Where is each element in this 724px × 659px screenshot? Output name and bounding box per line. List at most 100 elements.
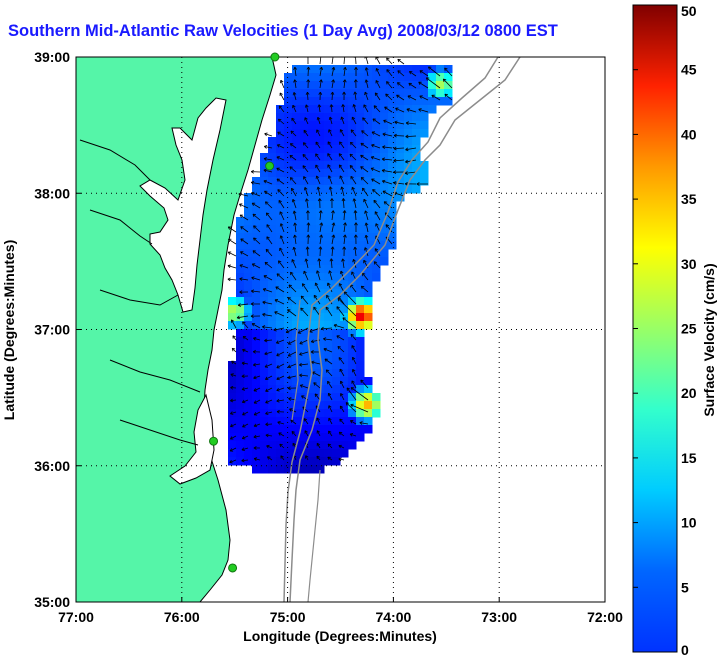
vector-head (318, 210, 323, 214)
velocity-vector (351, 271, 357, 281)
velocity-cell (236, 417, 245, 426)
vector-head (276, 387, 280, 392)
vector-head (323, 337, 327, 341)
vector-head (241, 374, 245, 379)
vector-head (241, 435, 246, 440)
velocity-cell (340, 369, 349, 378)
velocity-cell (332, 313, 341, 322)
velocity-cell (260, 161, 269, 170)
velocity-vector (263, 180, 273, 185)
vector-head (349, 153, 354, 158)
velocity-cell (236, 337, 245, 346)
velocity-cell (292, 425, 301, 434)
vector-head (375, 68, 380, 72)
vector-head (252, 349, 256, 354)
velocity-cell (324, 217, 333, 226)
velocity-vector (373, 261, 381, 269)
velocity-cell (372, 105, 381, 114)
velocity-vector (231, 360, 237, 365)
velocity-vector (306, 92, 309, 101)
velocity-cell (292, 105, 301, 114)
velocity-cell (284, 129, 293, 138)
velocity-vector (327, 381, 333, 389)
vector-head (239, 264, 243, 268)
vector-head (372, 118, 376, 122)
velocity-vector (252, 213, 261, 221)
velocity-cell (364, 273, 373, 282)
velocity-vector (314, 393, 321, 401)
velocity-vector (305, 258, 309, 269)
bathymetry-contour-2 (283, 57, 499, 602)
velocity-cell (332, 377, 341, 386)
velocity-vector (363, 199, 369, 209)
velocity-cell (268, 457, 277, 466)
velocity-vector (316, 430, 321, 437)
velocity-cell (316, 345, 325, 354)
velocity-cell (404, 153, 413, 162)
velocity-vector (337, 298, 357, 317)
velocity-cell (412, 169, 421, 178)
velocity-cell (340, 353, 349, 362)
velocity-cell (332, 425, 341, 434)
velocity-vector (340, 393, 345, 401)
velocity-cell (252, 385, 261, 394)
velocity-vector (313, 382, 321, 389)
velocity-cell (260, 433, 269, 442)
velocity-vector (354, 91, 357, 101)
vector-head (287, 375, 291, 380)
velocity-vector (276, 178, 285, 185)
velocity-cell (372, 409, 381, 418)
velocity-cell (412, 105, 421, 114)
velocity-cell (236, 281, 245, 290)
velocity-cell (260, 377, 269, 386)
velocity-vector (290, 271, 297, 281)
velocity-cell (276, 153, 285, 162)
velocity-cell (260, 153, 269, 162)
velocity-cell (268, 465, 277, 474)
velocity-cell (308, 449, 317, 458)
vector-head (276, 156, 280, 160)
x-axis-label: Longitude (Degrees:Minutes) (243, 628, 437, 644)
velocity-vector (346, 387, 357, 401)
vector-head (291, 198, 296, 203)
velocity-vector (350, 404, 369, 413)
velocity-vector (316, 443, 321, 449)
velocity-cell (316, 217, 325, 226)
vector-head (292, 246, 297, 251)
velocity-vector (331, 92, 333, 101)
velocity-vector (360, 142, 369, 149)
vector-head (386, 81, 390, 85)
vector-head (339, 380, 344, 385)
velocity-cell (300, 89, 309, 98)
velocity-cell (308, 417, 317, 426)
velocity-cell (308, 65, 317, 74)
vector-head (362, 117, 366, 121)
vector-head (327, 153, 331, 157)
vector-head (250, 289, 255, 294)
vector-head (227, 226, 232, 230)
velocity-vector (365, 222, 369, 233)
velocity-cell (396, 113, 405, 122)
vector-head (264, 190, 268, 195)
colorbar (632, 4, 678, 653)
velocity-cell (308, 313, 317, 322)
velocity-vector (241, 387, 249, 390)
velocity-cell (324, 265, 333, 274)
velocity-cell (308, 217, 317, 226)
velocity-vector (263, 275, 273, 281)
vector-head (405, 121, 409, 126)
velocity-cell (268, 281, 277, 290)
vector-head (242, 321, 246, 325)
velocity-cell (260, 385, 269, 394)
vector-head (265, 248, 270, 253)
velocity-cell (316, 169, 325, 178)
vector-head (253, 237, 257, 241)
velocity-vector (252, 250, 261, 257)
colorbar-tick-label: 5 (681, 579, 689, 595)
vector-head (264, 132, 268, 137)
velocity-vector (231, 348, 237, 353)
vector-head (300, 307, 304, 311)
velocity-cell (276, 193, 285, 202)
velocity-cell (356, 361, 365, 370)
velocity-vector (279, 211, 285, 221)
